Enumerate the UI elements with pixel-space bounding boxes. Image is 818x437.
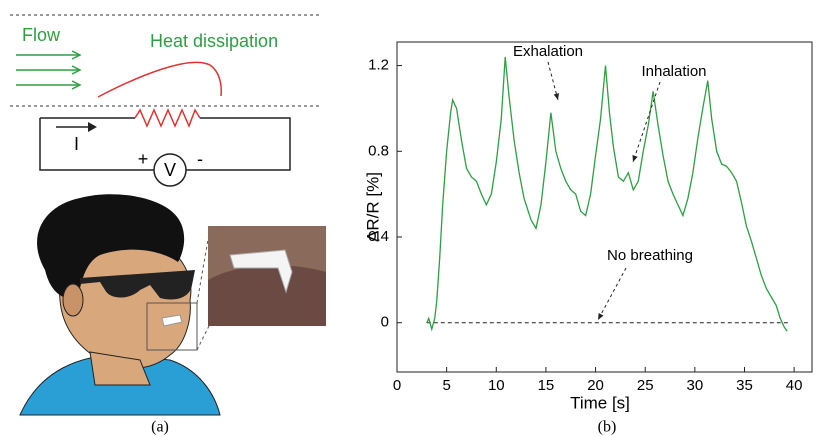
- current-arrowhead: [88, 122, 97, 132]
- neck: [89, 351, 151, 386]
- x-tick-label: 30: [687, 377, 704, 394]
- plus-sign: +: [138, 149, 149, 169]
- annotation-arrowhead: [553, 93, 559, 100]
- y-tick-label: 0.8: [368, 142, 389, 159]
- y-tick-label: 1.2: [368, 57, 389, 74]
- panel-caption: (a): [151, 419, 169, 436]
- annotation: No breathing: [607, 247, 693, 264]
- flow-arrows: [16, 50, 82, 90]
- resistor: [134, 108, 201, 128]
- annotation: Exhalation: [513, 43, 583, 60]
- x-tick-label: 15: [538, 377, 555, 394]
- x-tick-label: 0: [393, 377, 401, 394]
- flow-label: Flow: [22, 25, 61, 45]
- plot-frame: [396, 41, 813, 373]
- inset-sensor: [229, 249, 293, 294]
- zoom-line: [196, 227, 211, 304]
- x-tick-label: 10: [488, 377, 505, 394]
- x-tick-label: 35: [736, 377, 753, 394]
- panel-caption: (b): [598, 419, 617, 436]
- annotation: Inhalation: [641, 63, 706, 80]
- ear: [62, 283, 84, 317]
- y-axis-label: ΔR/R [%]: [363, 172, 382, 242]
- heat-label: Heat dissipation: [150, 31, 278, 51]
- data-line: [426, 56, 788, 332]
- sunglasses: [80, 270, 195, 300]
- current-label: I: [74, 134, 79, 154]
- inset-lips: [208, 265, 326, 326]
- y-tick-label: 0.4: [368, 228, 389, 245]
- annotation-arrow: [547, 61, 559, 101]
- x-axis-label: Time [s]: [570, 393, 630, 412]
- x-tick-label: 5: [442, 377, 450, 394]
- minus-sign: -: [197, 149, 203, 169]
- x-tick-label: 25: [637, 377, 654, 394]
- annotation-arrow: [632, 81, 661, 163]
- x-tick-label: 40: [786, 377, 803, 394]
- circuit: [39, 117, 291, 171]
- zoom-line: [196, 323, 211, 351]
- sensor: [161, 314, 183, 327]
- zoom-box: [146, 302, 198, 351]
- x-tick-label: 20: [587, 377, 604, 394]
- panel-a: Flow Heat dissipation I V + - (a): [10, 14, 326, 436]
- voltmeter-label: V: [164, 160, 176, 180]
- annotation-arrow: [597, 267, 627, 321]
- y-tick-label: 0: [381, 314, 389, 331]
- annotation-arrowhead: [598, 313, 604, 320]
- annotation-arrowhead: [632, 155, 638, 162]
- voltmeter: [153, 153, 187, 187]
- heat-arc: [97, 61, 222, 98]
- hair: [37, 194, 185, 300]
